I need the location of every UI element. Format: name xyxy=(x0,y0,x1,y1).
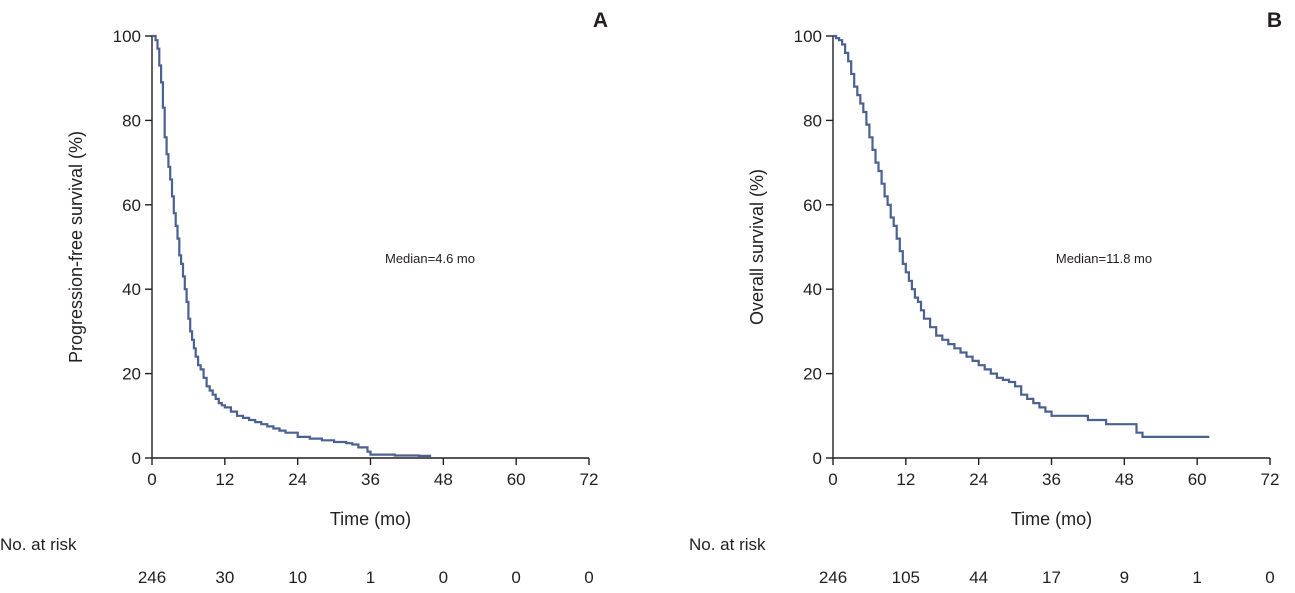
y-tick-label: 40 xyxy=(122,280,141,299)
x-axis-label: Time (mo) xyxy=(1011,509,1092,529)
y-tick-label: 100 xyxy=(113,27,141,46)
y-axis-label: Overall survival (%) xyxy=(747,169,767,325)
risk-count: 246 xyxy=(138,568,166,587)
x-tick-label: 24 xyxy=(969,470,988,489)
survival-curve xyxy=(152,34,432,457)
risk-count: 0 xyxy=(439,568,448,587)
risk-count: 0 xyxy=(584,568,593,587)
x-tick-label: 48 xyxy=(1115,470,1134,489)
y-tick-label: 100 xyxy=(794,27,822,46)
y-tick-label: 60 xyxy=(803,196,822,215)
panel-label: B xyxy=(1267,9,1282,32)
risk-count: 0 xyxy=(1265,568,1274,587)
y-axis-label: Progression-free survival (%) xyxy=(66,131,86,363)
x-axis-label: Time (mo) xyxy=(330,509,411,529)
x-tick-label: 48 xyxy=(434,470,453,489)
x-tick-label: 60 xyxy=(1188,470,1207,489)
x-tick-label: 12 xyxy=(896,470,915,489)
risk-count: 30 xyxy=(215,568,234,587)
x-tick-label: 0 xyxy=(147,470,156,489)
chart-panel-b: 0 12 24 36 48 60 72 0 20 40 60 80 100 Time (mo) Overal… xyxy=(689,9,1282,587)
risk-table-label: No. at risk xyxy=(689,535,766,554)
risk-count: 10 xyxy=(288,568,307,587)
risk-count: 105 xyxy=(892,568,920,587)
median-annotation: Median=11.8 mo xyxy=(1056,251,1152,266)
y-tick-label: 0 xyxy=(132,449,141,468)
panel-label: A xyxy=(593,9,608,32)
y-tick-label: 20 xyxy=(803,365,822,384)
x-tick-label: 72 xyxy=(580,470,599,489)
y-tick-label: 0 xyxy=(813,449,822,468)
x-tick-label: 36 xyxy=(361,470,380,489)
y-tick-label: 40 xyxy=(803,280,822,299)
survival-curve xyxy=(833,34,1210,438)
x-tick-label: 60 xyxy=(507,470,526,489)
risk-count: 0 xyxy=(511,568,520,587)
risk-count: 9 xyxy=(1120,568,1129,587)
x-tick-label: 0 xyxy=(828,470,837,489)
x-tick-label: 36 xyxy=(1042,470,1061,489)
risk-count: 1 xyxy=(366,568,375,587)
median-annotation: Median=4.6 mo xyxy=(385,251,475,266)
y-tick-label: 80 xyxy=(122,111,141,130)
y-tick-label: 20 xyxy=(122,365,141,384)
risk-count: 17 xyxy=(1042,568,1061,587)
risk-table-label: No. at risk xyxy=(0,535,77,554)
y-tick-label: 60 xyxy=(122,196,141,215)
y-tick-label: 80 xyxy=(803,111,822,130)
x-tick-label: 24 xyxy=(288,470,307,489)
x-tick-label: 12 xyxy=(215,470,234,489)
risk-count: 246 xyxy=(819,568,847,587)
risk-count: 44 xyxy=(969,568,988,587)
risk-count: 1 xyxy=(1192,568,1201,587)
x-tick-label: 72 xyxy=(1261,470,1280,489)
